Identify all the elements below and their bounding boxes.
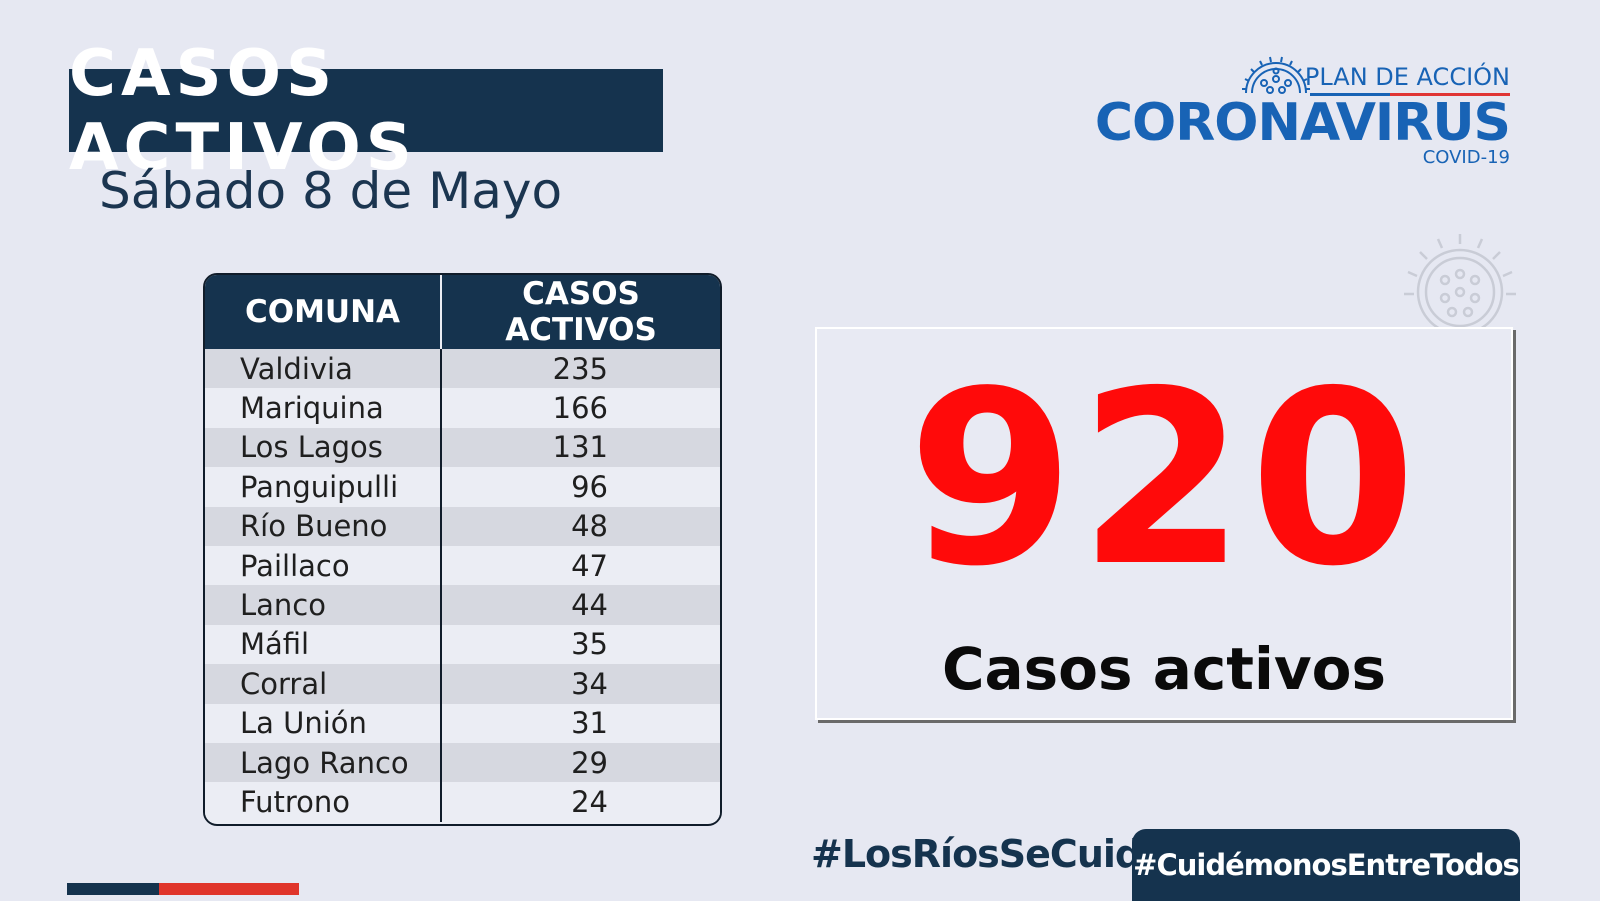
table-row: Corral 34	[205, 664, 720, 704]
table-row: La Unión 31	[205, 703, 720, 743]
virus-watermark-icon	[1404, 234, 1516, 327]
comuna-cell: Máfil	[205, 624, 442, 665]
logo-subtext: COVID-19	[1422, 147, 1510, 168]
table-row: Lanco 44	[205, 585, 720, 625]
casos-cell: 29	[441, 742, 720, 783]
comuna-cell: Lago Ranco	[205, 742, 442, 783]
comuna-cell: Corral	[205, 664, 442, 704]
total-cases-card: 920 Casos activos	[815, 327, 1513, 720]
comuna-cell: Lanco	[205, 585, 442, 625]
title-banner: CASOS ACTIVOS	[69, 37, 663, 185]
bottom-accent-bar-blue	[67, 883, 159, 895]
total-cases-label: Casos activos	[941, 635, 1387, 703]
table-row: Los Lagos 131	[205, 427, 720, 468]
casos-cell: 44	[441, 585, 720, 625]
table-row: Máfil 35	[205, 624, 720, 665]
table-row: Panguipulli 96	[205, 467, 720, 507]
table-header-row: COMUNA CASOS ACTIVOS	[205, 275, 720, 349]
table-row: Río Bueno 48	[205, 506, 720, 546]
casos-cell: 166	[441, 388, 720, 428]
casos-cell: 31	[441, 703, 720, 743]
casos-cell: 235	[441, 349, 720, 389]
comuna-cell: Mariquina	[205, 388, 442, 428]
comuna-cell: La Unión	[205, 703, 442, 743]
logo-divider	[1310, 93, 1510, 96]
total-cases-number: 920	[907, 339, 1421, 619]
page-title: CASOS ACTIVOS	[69, 36, 417, 185]
casos-cell: 47	[441, 545, 720, 586]
casos-cell: 96	[441, 467, 720, 507]
comuna-cell: Río Bueno	[205, 506, 442, 546]
casos-cell: 48	[441, 506, 720, 546]
table-row: Valdivia 235	[205, 349, 720, 389]
table-row: Mariquina 166	[205, 388, 720, 428]
table-row: Lago Ranco 29	[205, 742, 720, 783]
campaign-hashtag-banner: #CuidémonosEntreTodos	[1132, 829, 1520, 901]
bottom-accent-bar-red	[159, 883, 299, 895]
comuna-cell: Los Lagos	[205, 427, 442, 468]
cases-table: COMUNA CASOS ACTIVOS Valdivia 235 Mariqu…	[203, 273, 722, 826]
table-row: Futrono 24	[205, 782, 720, 822]
column-header-casos: CASOS ACTIVOS	[441, 275, 720, 349]
casos-cell: 34	[441, 664, 720, 704]
casos-cell: 131	[441, 427, 720, 468]
region-hashtag: #LosRíosSeCuida	[811, 832, 1167, 876]
comuna-cell: Futrono	[205, 782, 442, 822]
comuna-cell: Valdivia	[205, 349, 442, 389]
report-date: Sábado 8 de Mayo	[99, 162, 563, 220]
comuna-cell: Paillaco	[205, 545, 442, 586]
casos-cell: 24	[441, 782, 720, 822]
coronavirus-logo: PLAN DE ACCIÓN CORONAVIRUS COVID-19	[1095, 45, 1520, 175]
virus-icon	[1242, 56, 1310, 94]
table-row: Paillaco 47	[205, 545, 720, 586]
campaign-hashtag: #CuidémonosEntreTodos	[1133, 848, 1520, 882]
comuna-cell: Panguipulli	[205, 467, 442, 507]
logo-name: CORONAVIRUS	[1094, 93, 1511, 153]
logo-plan-text: PLAN DE ACCIÓN	[1304, 63, 1510, 91]
column-header-comuna: COMUNA	[205, 275, 442, 349]
casos-cell: 35	[441, 624, 720, 665]
